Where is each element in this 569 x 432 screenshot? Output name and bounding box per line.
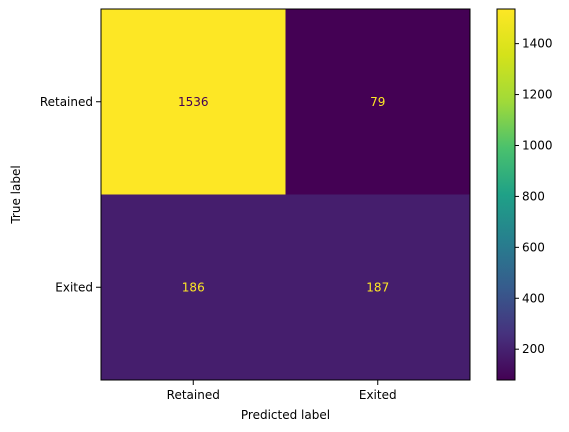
y-axis-label: True label (9, 165, 23, 224)
cell-value-label: 79 (370, 95, 385, 109)
cell-value-label: 186 (182, 280, 205, 294)
y-tick-label: Retained (40, 95, 93, 109)
y-tick-label: Exited (55, 280, 93, 294)
heatmap-cell (101, 9, 286, 195)
x-axis-label: Predicted label (241, 408, 330, 422)
x-axis: Retained Exited (167, 380, 397, 402)
cell-value-label: 1536 (178, 95, 209, 109)
colorbar: 200 400 600 800 1000 1200 1400 (496, 8, 553, 381)
heatmap-cells: 1536 79 186 187 (101, 9, 471, 381)
colorbar-tick-label: 400 (522, 291, 545, 305)
x-tick-label: Exited (359, 388, 397, 402)
heatmap-cell (101, 194, 286, 381)
colorbar-ticks: 200 400 600 800 1000 1200 1400 (515, 37, 553, 356)
plot-frame (100, 8, 471, 381)
heatmap-cell (285, 9, 471, 195)
x-tick-label: Retained (167, 388, 220, 402)
heatmap-cell (285, 194, 471, 381)
cell-value-label: 187 (366, 280, 389, 294)
colorbar-gradient (496, 8, 516, 381)
colorbar-tick-label: 600 (522, 240, 545, 254)
colorbar-tick-label: 200 (522, 342, 545, 356)
y-axis: Retained Exited (40, 95, 101, 294)
colorbar-tick-label: 1200 (522, 88, 553, 102)
colorbar-tick-label: 800 (522, 189, 545, 203)
colorbar-tick-label: 1000 (522, 138, 553, 152)
colorbar-tick-label: 1400 (522, 37, 553, 51)
